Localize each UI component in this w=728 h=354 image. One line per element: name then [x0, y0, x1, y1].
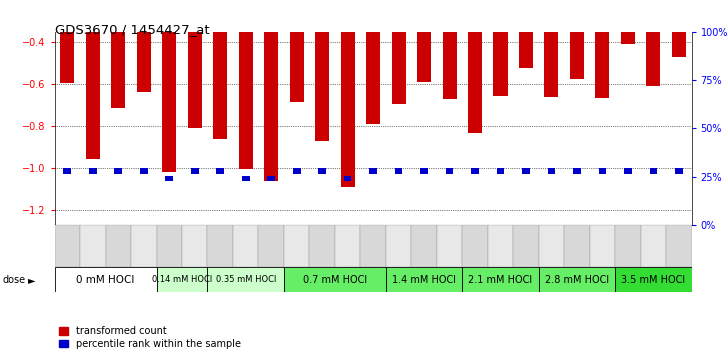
- FancyBboxPatch shape: [488, 225, 513, 267]
- FancyBboxPatch shape: [182, 225, 207, 267]
- Bar: [318, 168, 326, 174]
- Bar: [216, 168, 224, 174]
- FancyBboxPatch shape: [411, 225, 437, 267]
- FancyBboxPatch shape: [386, 267, 462, 292]
- Bar: [191, 168, 199, 174]
- Bar: [522, 168, 530, 174]
- FancyBboxPatch shape: [55, 225, 80, 267]
- Text: 0.7 mM HOCl: 0.7 mM HOCl: [303, 275, 367, 285]
- Bar: [420, 168, 428, 174]
- Bar: [649, 168, 657, 174]
- Bar: [137, 32, 151, 92]
- FancyBboxPatch shape: [106, 225, 131, 267]
- Bar: [496, 168, 505, 174]
- FancyBboxPatch shape: [513, 225, 539, 267]
- FancyBboxPatch shape: [564, 225, 590, 267]
- Bar: [621, 32, 635, 45]
- FancyBboxPatch shape: [284, 225, 309, 267]
- Bar: [598, 168, 606, 174]
- Bar: [165, 176, 173, 181]
- FancyBboxPatch shape: [590, 225, 615, 267]
- Bar: [267, 176, 275, 181]
- Text: dose: dose: [2, 275, 25, 285]
- FancyBboxPatch shape: [157, 267, 207, 292]
- Text: 2.8 mM HOCl: 2.8 mM HOCl: [545, 275, 609, 285]
- FancyBboxPatch shape: [55, 267, 157, 292]
- FancyBboxPatch shape: [335, 225, 360, 267]
- FancyBboxPatch shape: [80, 225, 106, 267]
- Bar: [114, 168, 122, 174]
- Bar: [60, 32, 74, 83]
- Bar: [111, 32, 125, 108]
- Bar: [293, 168, 301, 174]
- FancyBboxPatch shape: [233, 225, 258, 267]
- FancyBboxPatch shape: [615, 267, 692, 292]
- FancyBboxPatch shape: [207, 225, 233, 267]
- FancyBboxPatch shape: [666, 225, 692, 267]
- Bar: [242, 176, 250, 181]
- Text: 3.5 mM HOCl: 3.5 mM HOCl: [621, 275, 686, 285]
- Bar: [468, 32, 482, 132]
- FancyBboxPatch shape: [615, 225, 641, 267]
- Bar: [395, 168, 403, 174]
- Bar: [366, 32, 380, 124]
- Bar: [392, 32, 405, 104]
- Bar: [213, 32, 227, 139]
- FancyBboxPatch shape: [462, 225, 488, 267]
- Bar: [344, 176, 352, 181]
- FancyBboxPatch shape: [437, 225, 462, 267]
- Bar: [369, 168, 377, 174]
- Bar: [63, 168, 71, 174]
- Bar: [646, 32, 660, 86]
- FancyBboxPatch shape: [309, 225, 335, 267]
- Legend: transformed count, percentile rank within the sample: transformed count, percentile rank withi…: [60, 326, 241, 349]
- Bar: [162, 32, 176, 172]
- Bar: [140, 168, 148, 174]
- Bar: [494, 32, 507, 96]
- Bar: [547, 168, 555, 174]
- Bar: [570, 32, 584, 79]
- Bar: [417, 32, 431, 82]
- FancyBboxPatch shape: [386, 225, 411, 267]
- Bar: [573, 168, 581, 174]
- Bar: [89, 168, 97, 174]
- Bar: [443, 32, 456, 99]
- FancyBboxPatch shape: [157, 225, 182, 267]
- Text: 1.4 mM HOCl: 1.4 mM HOCl: [392, 275, 456, 285]
- Bar: [624, 168, 632, 174]
- FancyBboxPatch shape: [131, 225, 157, 267]
- Text: GDS3670 / 1454427_at: GDS3670 / 1454427_at: [55, 23, 209, 36]
- Text: 0 mM HOCl: 0 mM HOCl: [76, 275, 135, 285]
- Bar: [672, 32, 686, 57]
- FancyBboxPatch shape: [462, 267, 539, 292]
- Bar: [341, 32, 355, 187]
- FancyBboxPatch shape: [258, 225, 284, 267]
- FancyBboxPatch shape: [539, 225, 564, 267]
- FancyBboxPatch shape: [284, 267, 386, 292]
- FancyBboxPatch shape: [207, 267, 284, 292]
- Text: 2.1 mM HOCl: 2.1 mM HOCl: [468, 275, 533, 285]
- FancyBboxPatch shape: [360, 225, 386, 267]
- Bar: [315, 32, 329, 141]
- Text: 0.35 mM HOCl: 0.35 mM HOCl: [215, 275, 276, 284]
- Bar: [290, 32, 304, 102]
- Bar: [264, 32, 278, 181]
- Bar: [545, 32, 558, 97]
- Bar: [675, 168, 683, 174]
- Bar: [471, 168, 479, 174]
- FancyBboxPatch shape: [539, 267, 615, 292]
- FancyBboxPatch shape: [641, 225, 666, 267]
- Text: ►: ►: [28, 275, 35, 285]
- Bar: [446, 168, 454, 174]
- Bar: [86, 32, 100, 159]
- Bar: [596, 32, 609, 98]
- Bar: [188, 32, 202, 129]
- Bar: [239, 32, 253, 169]
- Text: 0.14 mM HOCl: 0.14 mM HOCl: [152, 275, 212, 284]
- Bar: [519, 32, 533, 68]
